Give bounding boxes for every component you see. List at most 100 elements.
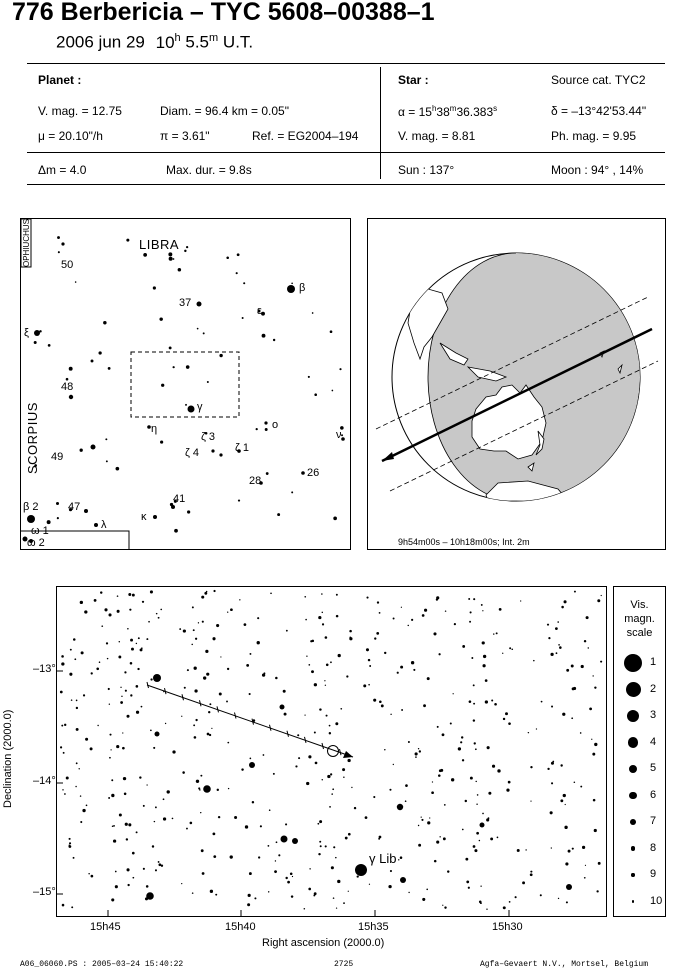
- detail-star: [476, 794, 479, 796]
- xtick-15h40: 15h40: [225, 921, 256, 933]
- detail-star: [555, 627, 558, 631]
- detail-star: [567, 849, 571, 853]
- detail-star: [200, 811, 202, 814]
- chart-star: [90, 444, 96, 450]
- star-label: Star :: [398, 73, 429, 87]
- detail-star: [481, 641, 485, 645]
- chart-star: [257, 309, 261, 313]
- detail-star: [249, 757, 252, 760]
- detail-star: [124, 689, 127, 692]
- detail-star: [429, 817, 431, 819]
- detail-star: [330, 773, 333, 776]
- detail-star: [468, 700, 472, 703]
- chart-star: [291, 282, 293, 285]
- detail-star: [227, 787, 230, 790]
- detail-star: [141, 600, 145, 603]
- chart-star: [211, 449, 215, 453]
- event-date: 2006 jun 29: [56, 32, 145, 52]
- detail-star: [74, 658, 77, 661]
- chart-star: [33, 341, 37, 345]
- detail-star: [469, 611, 472, 614]
- chart-star: [105, 438, 108, 441]
- detail-star: [388, 884, 392, 889]
- detail-star: [319, 820, 323, 824]
- detail-star: [522, 881, 526, 885]
- detail-star: [453, 623, 456, 626]
- detail-star: [150, 678, 153, 681]
- detail-star: [411, 618, 414, 621]
- detail-star: [422, 897, 426, 901]
- detail-star: [292, 838, 298, 844]
- detail-star: [475, 780, 477, 783]
- detail-star: [364, 816, 368, 819]
- chart-star: [261, 311, 265, 316]
- detail-star: [594, 686, 597, 689]
- detail-star: [217, 815, 221, 819]
- chart-star: [39, 330, 42, 333]
- detail-star: [148, 620, 150, 623]
- detail-star: [171, 817, 174, 820]
- detail-star: [367, 658, 371, 662]
- detail-star: [149, 590, 153, 594]
- detail-star: [379, 700, 382, 704]
- chart-star: [264, 428, 268, 431]
- detail-star: [131, 593, 135, 597]
- detail-star: [479, 902, 482, 905]
- scale-dot: [626, 709, 640, 723]
- detail-star: [195, 779, 200, 783]
- detail-star: [337, 653, 341, 658]
- detail-star: [585, 616, 589, 620]
- chart-star-label: ν: [336, 429, 342, 441]
- chart-star-label: η: [151, 423, 158, 435]
- detail-star: [116, 744, 120, 749]
- detail-star: [511, 648, 514, 651]
- detail-star: [460, 736, 464, 739]
- detail-star: [101, 625, 104, 627]
- detail-star: [557, 897, 560, 900]
- detail-star: [287, 880, 290, 884]
- detail-star: [251, 801, 255, 804]
- detail-star: [551, 705, 554, 708]
- chart-star: [259, 481, 263, 485]
- chart-star: [264, 421, 268, 425]
- detail-star: [408, 891, 410, 894]
- detail-star: [108, 796, 111, 799]
- chart-star: [187, 510, 191, 514]
- detail-star: [321, 611, 324, 614]
- chart-star: [255, 428, 258, 431]
- detail-star: [404, 800, 407, 803]
- scale-dot: [624, 654, 642, 672]
- detail-star: [75, 727, 79, 731]
- detail-star: [209, 703, 212, 706]
- detail-star: [594, 742, 598, 747]
- detail-star: [100, 591, 103, 594]
- chart-star-label: ω 2: [27, 537, 45, 549]
- scale-dot: [629, 791, 637, 800]
- detail-star: [589, 707, 593, 711]
- footer-number: 2725: [334, 960, 354, 969]
- detail-star: [126, 714, 130, 718]
- scorpius-label: SCORPIUS: [25, 402, 40, 474]
- moon-info: Moon : 94° , 14%: [551, 163, 644, 177]
- detail-star: [153, 674, 161, 682]
- detail-star: [194, 689, 198, 693]
- detail-star: [308, 663, 311, 666]
- footer-company: Agfa–Gevaert N.V., Mortsel, Belgium: [480, 960, 649, 969]
- detail-star: [583, 639, 587, 643]
- detail-star: [486, 818, 490, 822]
- detail-star: [295, 765, 298, 768]
- chart-star: [143, 253, 147, 257]
- detail-star: [157, 861, 160, 863]
- detail-star: [600, 660, 603, 663]
- detail-star: [540, 700, 543, 703]
- detail-star: [318, 852, 321, 856]
- detail-star: [435, 598, 439, 601]
- chart-star: [291, 491, 294, 494]
- detail-star: [482, 812, 484, 815]
- chart-star: [160, 440, 164, 444]
- star-declination: δ = –13°42'53.44": [551, 104, 647, 118]
- detail-star: [597, 599, 601, 603]
- detail-star: [153, 820, 156, 823]
- detail-star: [472, 684, 475, 687]
- detail-star: [335, 907, 338, 909]
